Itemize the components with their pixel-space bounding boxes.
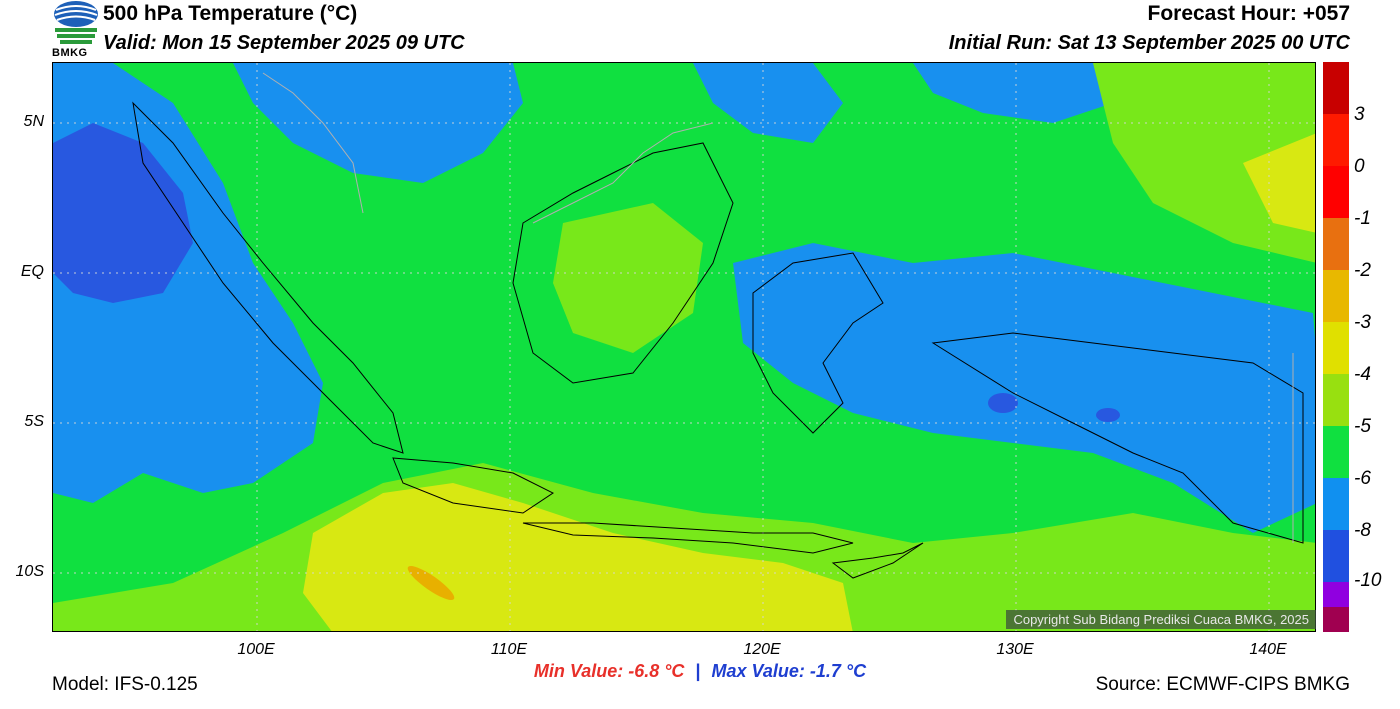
colorbar-label: 3 bbox=[1354, 104, 1365, 125]
valid-time: Valid: Mon 15 September 2025 09 UTC bbox=[103, 32, 465, 54]
field-north-blue-3 bbox=[913, 63, 1113, 123]
map-canvas bbox=[53, 63, 1315, 631]
borneo-coast bbox=[512, 142, 734, 384]
colorbar-seg-8 bbox=[1323, 426, 1349, 478]
colorbar-seg-11 bbox=[1323, 582, 1349, 607]
lon-label-130e: 130E bbox=[996, 641, 1034, 658]
colorbar-seg-9 bbox=[1323, 478, 1349, 530]
model-label: Model: IFS-0.125 bbox=[52, 674, 198, 695]
forecast-hour: Forecast Hour: +057 bbox=[1147, 2, 1351, 25]
initial-run: Initial Run: Sat 13 September 2025 00 UT… bbox=[948, 32, 1350, 54]
logo-text: BMKG bbox=[52, 47, 88, 59]
lon-label-120e: 120E bbox=[743, 641, 781, 658]
source-label: Source: ECMWF-CIPS BMKG bbox=[1095, 674, 1350, 695]
colorbar-label: -10 bbox=[1354, 570, 1382, 591]
grid bbox=[53, 63, 1315, 631]
colorbar-seg-10 bbox=[1323, 530, 1349, 582]
borneo-border bbox=[532, 122, 714, 224]
min-max-separator: | bbox=[695, 661, 701, 681]
min-max-line: Min Value: -6.8 °C | Max Value: -1.7 °C bbox=[0, 661, 1400, 682]
lon-label-110e: 110E bbox=[490, 641, 528, 658]
colorbar-label: -4 bbox=[1354, 364, 1371, 385]
field-east-deep-1 bbox=[988, 393, 1018, 413]
copyright-notice: Copyright Sub Bidang Prediksi Cuaca BMKG… bbox=[1006, 610, 1316, 629]
field-ne-warm bbox=[1093, 63, 1315, 263]
colorbar-label: -8 bbox=[1354, 520, 1371, 541]
nusa-tenggara-coast bbox=[522, 522, 854, 554]
colorbar-label: -6 bbox=[1354, 468, 1371, 489]
min-value: Min Value: -6.8 °C bbox=[533, 661, 685, 681]
field-east-blue bbox=[733, 243, 1315, 533]
timor-coast bbox=[831, 542, 924, 579]
colorbar-label: -2 bbox=[1354, 260, 1371, 281]
lat-label-5s: 5S bbox=[24, 413, 44, 430]
colorbar-seg-7 bbox=[1323, 374, 1349, 426]
colorbar-seg-5 bbox=[1323, 270, 1349, 322]
lat-label-5n: 5N bbox=[23, 113, 44, 130]
papua-coast bbox=[931, 332, 1304, 544]
sulawesi-coast bbox=[752, 252, 884, 434]
lon-label-100e: 100E bbox=[237, 641, 275, 658]
lat-label-10s: 10S bbox=[15, 563, 44, 580]
malaysia-border bbox=[262, 72, 364, 214]
colorbar-label: -1 bbox=[1354, 208, 1371, 229]
lat-label-eq: EQ bbox=[20, 263, 44, 280]
colorbar-seg-2 bbox=[1323, 114, 1349, 166]
coastlines bbox=[132, 101, 1304, 579]
field-borneo-warm bbox=[553, 203, 703, 353]
colorbar-seg-4 bbox=[1323, 218, 1349, 270]
lon-label-140e: 140E bbox=[1249, 641, 1287, 658]
field-ne-yellow bbox=[1243, 133, 1315, 233]
max-value: Max Value: -1.7 °C bbox=[711, 661, 867, 681]
colorbar-seg-3 bbox=[1323, 166, 1349, 218]
field-north-blue-2 bbox=[693, 63, 843, 143]
colorbar-seg-12 bbox=[1323, 607, 1349, 632]
field-west-deep bbox=[53, 123, 193, 303]
field-max-warm bbox=[407, 565, 455, 601]
colorbar-label: -3 bbox=[1354, 312, 1371, 333]
colorbar-label: -5 bbox=[1354, 416, 1371, 437]
sumatra-coast bbox=[132, 101, 404, 454]
colorbar-seg-6 bbox=[1323, 322, 1349, 374]
field-east-deep-2 bbox=[1096, 408, 1120, 422]
colorbar-seg-1 bbox=[1323, 62, 1349, 114]
field-north-blue bbox=[233, 63, 523, 183]
colorbar-label: 0 bbox=[1354, 156, 1365, 177]
borders bbox=[262, 72, 1294, 543]
colorbar bbox=[1323, 62, 1349, 632]
map-title: 500 hPa Temperature (°C) bbox=[103, 2, 358, 25]
java-coast bbox=[392, 457, 554, 514]
temperature-map bbox=[52, 62, 1316, 632]
bmkg-logo bbox=[51, 0, 101, 60]
